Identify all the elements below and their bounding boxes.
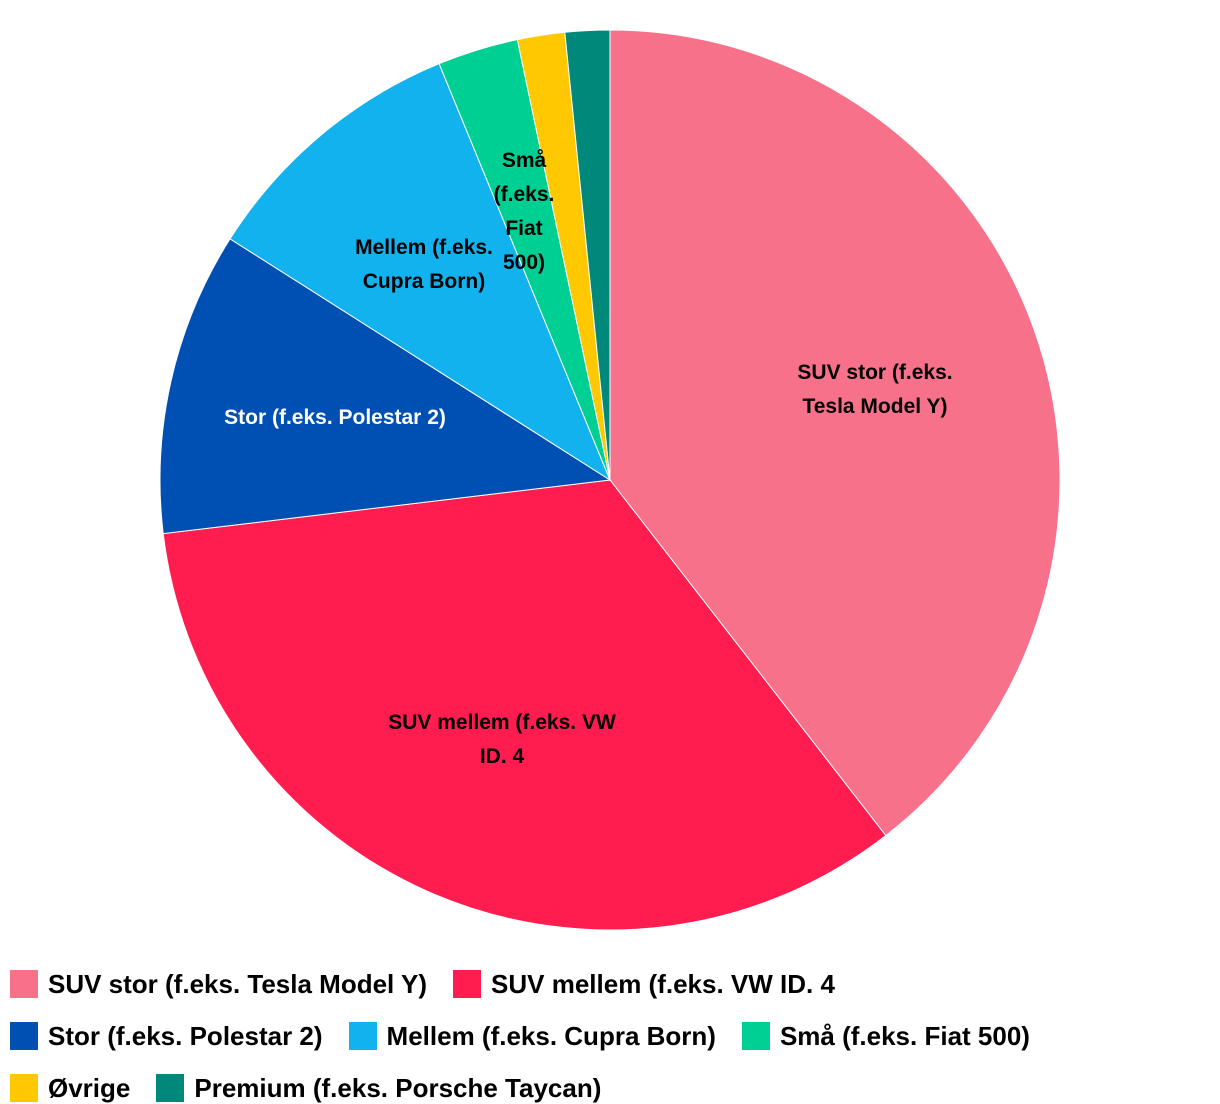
pie-slice <box>609 29 1061 837</box>
pie-slice <box>162 479 887 931</box>
legend-label: Premium (f.eks. Porsche Taycan) <box>194 1072 602 1103</box>
legend-swatch <box>348 1022 377 1050</box>
slice-label: SUV stor (f.eks. Tesla Model Y) <box>797 361 953 418</box>
legend-swatch <box>10 1074 38 1102</box>
slice-label: Stor (f.eks. Polestar 2) <box>224 406 446 429</box>
slice-label: Mellem (f.eks. Cupra Born) <box>355 236 493 293</box>
legend: SUV stor (f.eks. Tesla Model Y) SUV melle… <box>10 968 1210 1104</box>
pie-slice <box>159 238 612 535</box>
legend-label: SUV mellem (f.eks. VW ID. 4 <box>491 968 835 999</box>
legend-item: Øvrige <box>10 1072 130 1104</box>
legend-item: Små (f.eks. Fiat 500) <box>741 1020 1030 1052</box>
legend-label: Stor (f.eks. Polestar 2) <box>48 1020 323 1051</box>
legend-item: SUV stor (f.eks. Tesla Model Y) <box>10 968 427 1000</box>
legend-swatch <box>10 1022 38 1050</box>
legend-swatch <box>741 1022 770 1050</box>
legend-item: Premium (f.eks. Porsche Taycan) <box>156 1072 601 1104</box>
legend-label: Mellem (f.eks. Cupra Born) <box>386 1020 716 1051</box>
legend-item: Mellem (f.eks. Cupra Born) <box>348 1020 716 1052</box>
legend-item: Stor (f.eks. Polestar 2) <box>10 1020 323 1052</box>
legend-item: SUV mellem (f.eks. VW ID. 4 <box>453 968 835 1000</box>
legend-swatch <box>156 1074 185 1102</box>
pie-slice <box>229 63 612 482</box>
legend-label: Små (f.eks. Fiat 500) <box>779 1020 1030 1051</box>
legend-label: SUV stor (f.eks. Tesla Model Y) <box>48 968 428 999</box>
legend-swatch <box>453 970 482 998</box>
slice-label: Små (f.eks. Fiat 500) <box>493 149 555 274</box>
pie-slice <box>564 29 611 481</box>
slice-label: SUV mellem (f.eks. VW ID. 4 <box>388 711 616 768</box>
chart <box>159 29 1061 931</box>
legend-label: Øvrige <box>48 1072 131 1103</box>
legend-swatch <box>10 970 38 998</box>
